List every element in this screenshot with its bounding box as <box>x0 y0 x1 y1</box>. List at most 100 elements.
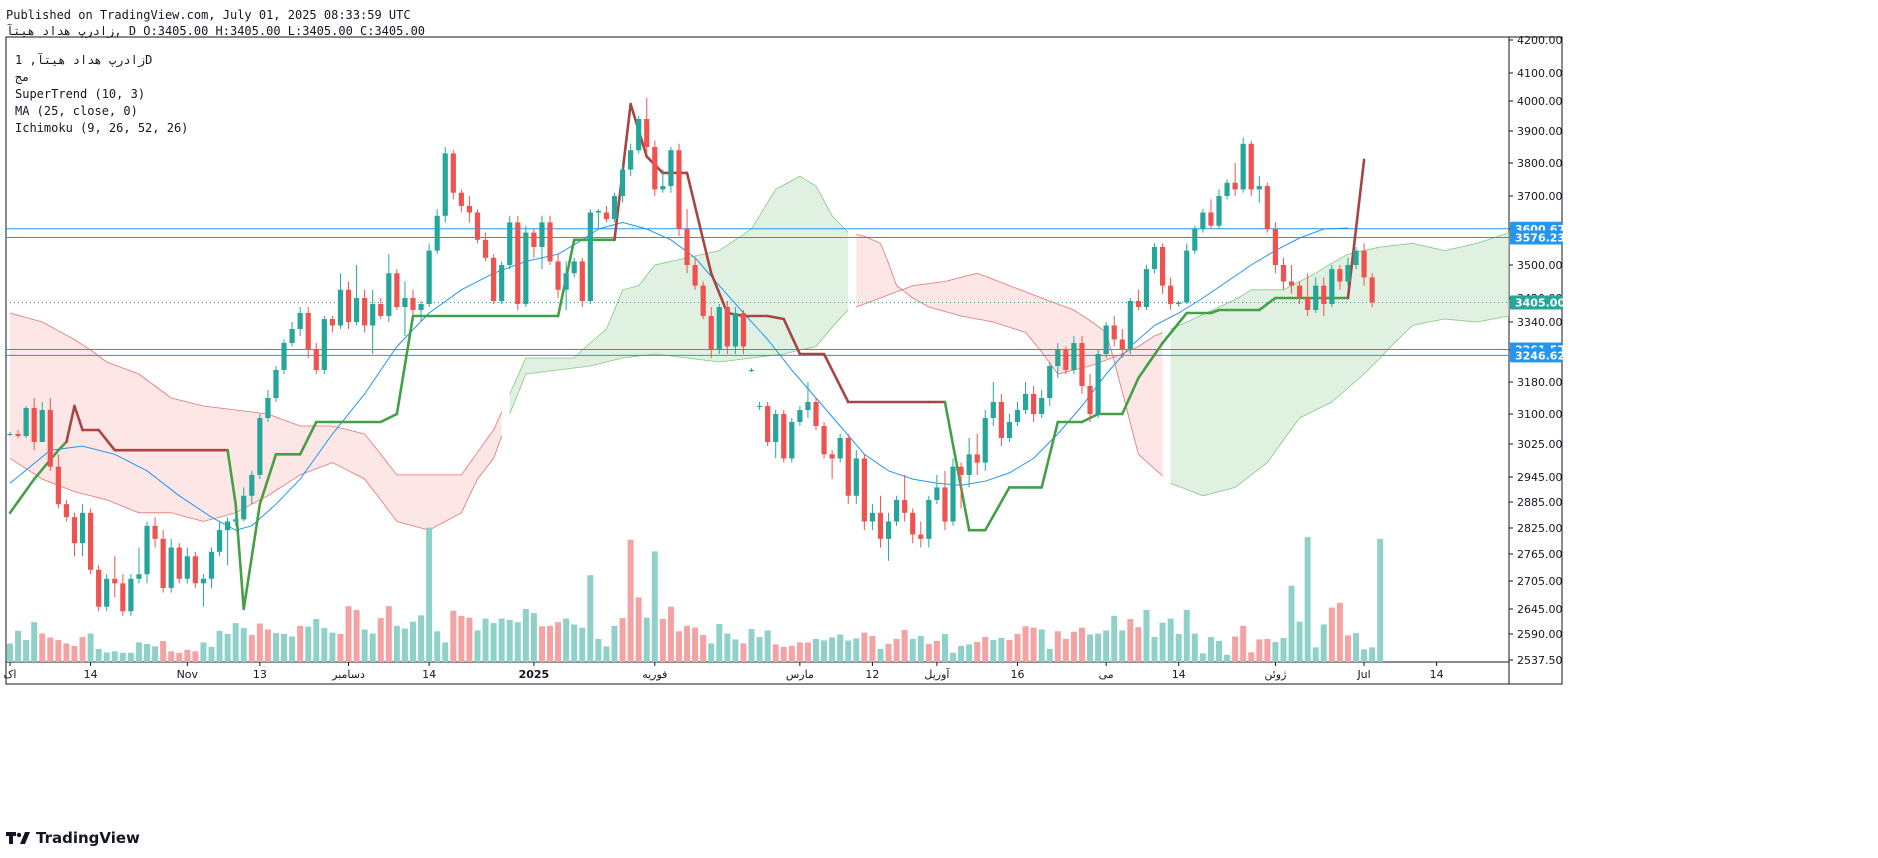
candle-body <box>1095 354 1101 414</box>
volume-bar <box>821 640 828 662</box>
volume-bar <box>208 646 215 662</box>
candle-body <box>579 261 585 301</box>
plot-area <box>6 98 1509 662</box>
volume-bar <box>579 627 586 662</box>
candle-body <box>362 298 368 326</box>
candle-body <box>515 222 521 304</box>
volume-bar <box>1248 652 1255 662</box>
volume-bar <box>804 642 811 662</box>
candle-body <box>378 304 384 316</box>
candle-body <box>458 192 464 206</box>
candle-body <box>39 410 45 442</box>
candle-body <box>1143 269 1150 307</box>
volume-bar <box>160 640 167 662</box>
candle-body <box>1248 143 1254 190</box>
candle-body <box>1329 269 1335 304</box>
candle-body <box>773 414 779 442</box>
volume-bar <box>1046 648 1053 662</box>
legend-supertrend[interactable]: SuperTrend (10, 3) <box>15 87 146 101</box>
volume-bar <box>63 643 70 662</box>
volume-bar <box>345 606 352 662</box>
volume-bar <box>272 633 279 662</box>
volume-bar <box>1264 638 1271 662</box>
legend-ichimoku[interactable]: Ichimoku (9, 26, 52, 26) <box>15 121 189 135</box>
volume-bar <box>829 637 836 662</box>
candle-body <box>821 426 827 455</box>
volume-bar <box>659 619 666 662</box>
supertrend-segment <box>73 404 84 432</box>
time-axis-label: ژوئن <box>1264 668 1286 681</box>
candle-body <box>1014 410 1021 422</box>
volume-bar <box>119 652 126 662</box>
supertrend-segment <box>97 428 117 452</box>
legend-ma[interactable]: MA (25, close, 0) <box>15 104 138 118</box>
volume-bar <box>813 638 819 662</box>
candle-body <box>748 370 755 371</box>
candle-body <box>789 422 795 459</box>
volume-bar <box>248 634 255 662</box>
ichimoku-cloud-1 <box>509 176 849 414</box>
volume-bar <box>176 652 183 662</box>
candle-body <box>587 212 593 301</box>
candle-body <box>894 499 900 522</box>
candle-body <box>394 273 400 307</box>
price-axis-label: 2537.50 <box>1517 654 1563 667</box>
volume-bar <box>418 615 425 662</box>
volume-bar <box>1216 640 1222 662</box>
candle-body <box>402 298 408 307</box>
candle-body <box>902 499 908 513</box>
price-axis-label: 4100.00 <box>1517 67 1563 80</box>
candle-body <box>885 521 892 539</box>
candle-body <box>942 487 948 522</box>
volume-bar <box>796 642 803 662</box>
candle-body <box>337 289 344 326</box>
price-axis-label: 3340.00 <box>1517 316 1563 329</box>
candle-body <box>974 454 980 463</box>
volume-bar <box>1312 647 1319 662</box>
supertrend-segment <box>1258 296 1277 312</box>
volume-bar <box>1199 653 1206 662</box>
candle-body <box>1313 285 1319 310</box>
price-tag <box>1510 348 1562 363</box>
candle-body <box>233 519 239 522</box>
supertrend-segment <box>766 314 786 321</box>
candle-body <box>1208 212 1214 226</box>
candle-body <box>112 578 118 584</box>
candle-body <box>1055 350 1061 366</box>
candle-body <box>1111 325 1117 340</box>
tradingview-footer[interactable]: TradingView <box>6 829 140 847</box>
candle-body <box>353 298 360 322</box>
volume-bar <box>877 648 884 662</box>
candle-body <box>426 250 432 304</box>
volume-bar <box>1296 621 1303 662</box>
volume-bar <box>144 643 151 662</box>
ichimoku-span-a-1 <box>509 175 849 395</box>
candle-body <box>1079 343 1085 386</box>
volume-bar <box>837 634 844 662</box>
volume-bar <box>1336 602 1343 662</box>
volume-bar <box>1078 627 1085 662</box>
candle-body <box>837 438 843 459</box>
candle-body <box>1256 186 1262 190</box>
time-axis-label: Jul <box>1356 668 1370 681</box>
volume-bar <box>426 527 433 662</box>
volume-bar <box>1224 654 1231 662</box>
volume-bar <box>909 638 916 662</box>
volume-bar <box>168 651 175 662</box>
candle-body <box>144 525 150 575</box>
volume-bar <box>15 630 22 662</box>
ichimoku-span-b-1 <box>509 309 849 415</box>
volume-bar <box>1151 636 1158 662</box>
candle-body <box>1337 269 1343 282</box>
volume-bar <box>571 624 578 662</box>
volume-bar <box>756 636 763 662</box>
price-tag-label: 3246.62 <box>1515 349 1565 362</box>
candle-body <box>88 512 94 570</box>
candle-body <box>547 222 553 262</box>
candle-body <box>1168 285 1174 304</box>
price-axis-label: 2825.00 <box>1517 522 1563 535</box>
price-axis-label: 2705.00 <box>1517 575 1563 588</box>
volume-bar <box>434 631 441 662</box>
candle-body <box>1305 298 1311 310</box>
